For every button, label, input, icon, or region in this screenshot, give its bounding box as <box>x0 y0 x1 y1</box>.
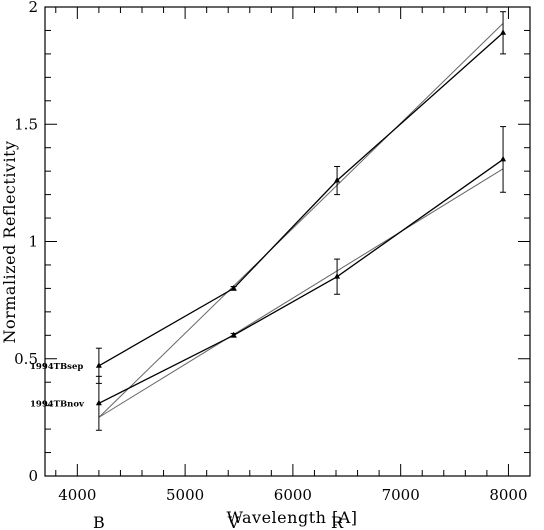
series-line <box>98 158 504 404</box>
band-label-R: R <box>331 513 344 530</box>
data-point <box>230 284 237 291</box>
x-tick-label: 8000 <box>489 486 527 504</box>
y-axis-title: Normalized Reflectivity <box>0 140 19 343</box>
series-line <box>98 32 504 367</box>
y-tick-label: 0.5 <box>14 350 38 368</box>
y-tick-label: 1 <box>28 233 38 251</box>
band-label-B: B <box>93 513 105 530</box>
x-tick-label: 5000 <box>166 486 204 504</box>
fit-line <box>98 23 504 418</box>
series-1994TBnov: 1994TBnov <box>30 126 507 431</box>
y-tick-label: 1.5 <box>14 115 38 133</box>
data-point <box>230 331 237 338</box>
axis-ticks: 4000 5000 6000 7000 8000 0 0.5 1 1.5 2 <box>14 0 531 504</box>
band-label-V: V <box>227 513 240 530</box>
x-tick-label: 6000 <box>274 486 312 504</box>
data-point <box>334 177 341 183</box>
y-tick-label: 0 <box>28 467 38 485</box>
fit-lines <box>98 23 504 418</box>
x-axis-title: Wavelength [A] <box>226 508 357 527</box>
y-tick-label: 2 <box>28 0 38 16</box>
x-tick-label: 7000 <box>382 486 420 504</box>
data-series: 1994TBsep 1994TBnov <box>30 11 507 431</box>
data-point <box>95 399 102 406</box>
fit-line <box>98 168 504 418</box>
data-point <box>95 362 102 368</box>
series-1994TBsep: 1994TBsep <box>30 11 507 384</box>
data-point <box>334 273 341 279</box>
data-point <box>500 29 507 35</box>
series-label: 1994TBnov <box>30 399 85 409</box>
data-point <box>500 155 507 162</box>
x-tick-label: 4000 <box>58 486 96 504</box>
series-label: 1994TBsep <box>30 362 83 372</box>
